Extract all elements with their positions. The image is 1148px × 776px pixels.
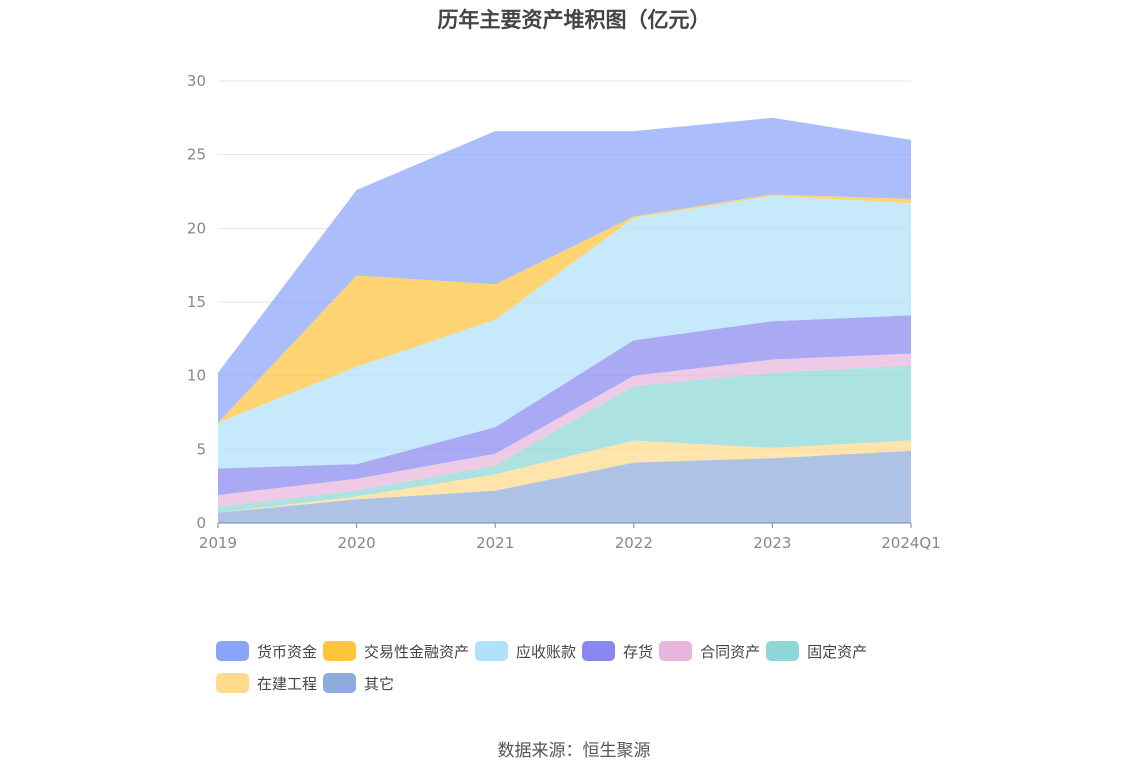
area-series-3: [218, 365, 911, 513]
legend-item-2[interactable]: 交易性金融资产: [323, 640, 469, 662]
legend-swatch: [323, 641, 357, 661]
y-tick-label: 30: [187, 72, 206, 90]
legend-swatch: [216, 641, 249, 661]
legend-swatch: [475, 641, 509, 661]
legend-item-6[interactable]: 固定资产: [766, 640, 867, 662]
legend-label: 货币资金: [257, 642, 318, 661]
y-tick-label: 20: [187, 219, 206, 237]
legend-swatch: [216, 673, 249, 693]
area-layer: [218, 117, 911, 523]
area-series-8: [218, 117, 911, 423]
y-tick-label: 0: [196, 514, 206, 532]
source-note: 数据来源：恒生聚源: [497, 741, 651, 761]
legend-swatch: [659, 641, 693, 661]
legend-swatch: [766, 641, 800, 661]
y-tick-label: 25: [187, 146, 206, 164]
legend: 货币资金 交易性金融资产 应收账款 存货 合同资产 固定资产在建工程 其它: [216, 640, 976, 704]
legend-label: 存货: [623, 642, 654, 661]
y-tick-label: 15: [187, 293, 206, 311]
legend-item-7[interactable]: 在建工程: [216, 672, 317, 694]
chart-svg: 0 5 10 15 20 25 30 2019 2020 2021 2022 2023 2024Q1: [187, 72, 941, 552]
legend-label: 固定资产: [807, 642, 868, 661]
area-series-5: [218, 315, 911, 495]
x-tick-label: 2019: [199, 534, 237, 552]
x-tick-label: 2021: [476, 534, 514, 552]
legend-item-1[interactable]: 货币资金: [216, 640, 317, 662]
legend-item-4[interactable]: 存货: [582, 640, 653, 662]
area-series-1: [218, 450, 911, 523]
y-tick-label: 5: [196, 440, 206, 458]
legend-swatch: [323, 673, 357, 693]
legend-swatch: [582, 641, 616, 661]
legend-label: 应收账款: [516, 642, 577, 661]
legend-label: 合同资产: [700, 642, 761, 661]
axis-layer: 0 5 10 15 20 25 30 2019 2020 2021 2022 2023 2024Q1: [187, 72, 941, 552]
chart-title: 历年主要资产堆积图（亿元）: [437, 8, 711, 32]
legend-item-3[interactable]: 应收账款: [475, 640, 576, 662]
x-tick-label: 2024Q1: [881, 534, 941, 552]
legend-item-8[interactable]: 其它: [323, 672, 394, 694]
area-series-2: [218, 440, 911, 513]
y-tick-label: 10: [187, 367, 206, 385]
legend-label: 在建工程: [257, 674, 318, 693]
legend-label: 其它: [364, 674, 395, 693]
x-tick-label: 2020: [338, 534, 376, 552]
x-tick-label: 2023: [753, 534, 791, 552]
area-series-6: [218, 195, 911, 469]
legend-label: 交易性金融资产: [364, 642, 470, 661]
x-tick-label: 2022: [615, 534, 653, 552]
legend-item-5[interactable]: 合同资产: [659, 640, 760, 662]
area-series-7: [218, 194, 911, 423]
area-series-4: [218, 353, 911, 507]
